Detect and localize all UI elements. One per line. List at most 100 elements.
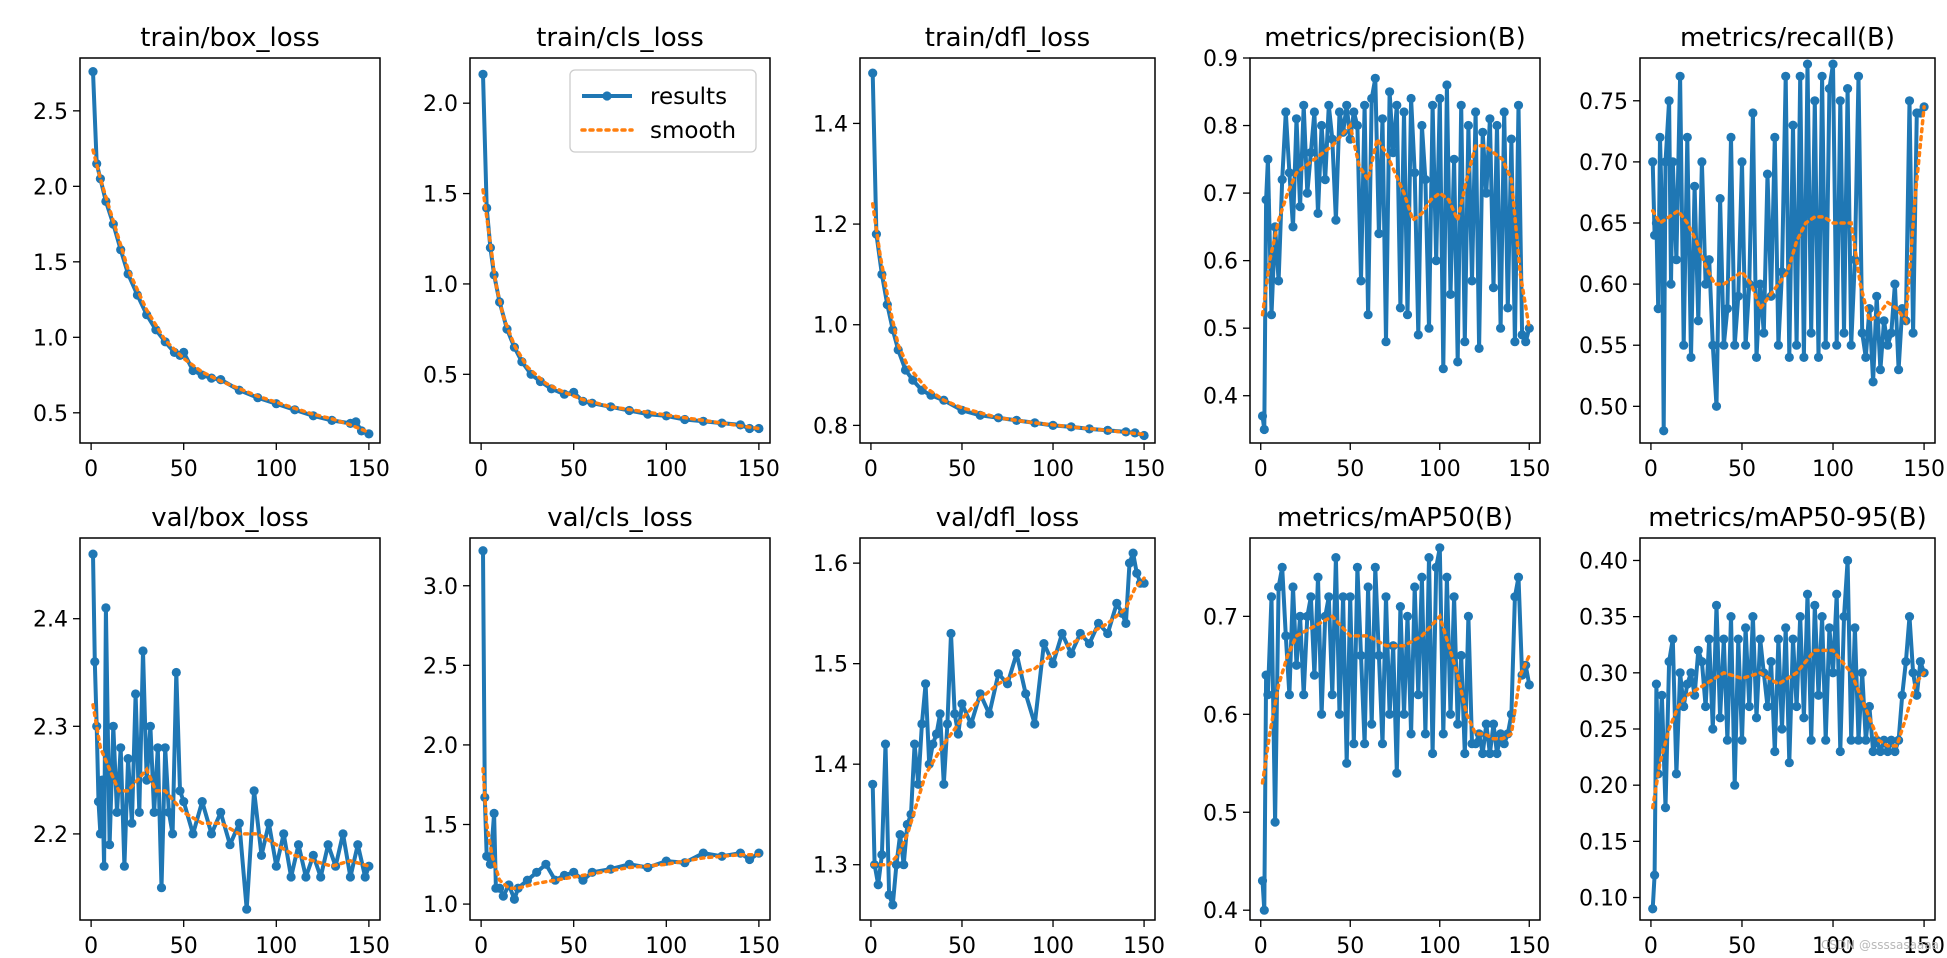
results-point xyxy=(1395,602,1405,612)
results-point xyxy=(1792,340,1802,350)
results-point xyxy=(90,657,100,667)
y-tick-label: 0.15 xyxy=(1579,830,1628,855)
results-point xyxy=(1690,181,1700,191)
results-point xyxy=(1755,279,1765,289)
results-point xyxy=(1664,657,1674,667)
y-tick-label: 2.0 xyxy=(423,92,458,117)
y-tick-label: 0.8 xyxy=(813,414,848,439)
axes-frame xyxy=(79,537,381,921)
results-point xyxy=(1832,340,1842,350)
results-point xyxy=(1399,709,1409,719)
results-line xyxy=(481,550,761,902)
results-point xyxy=(1084,639,1094,649)
y-tick-label: 0.70 xyxy=(1579,151,1628,176)
results-point xyxy=(1478,748,1488,759)
results-point xyxy=(1886,735,1896,745)
results-point xyxy=(1857,668,1867,678)
results-point xyxy=(1317,709,1327,719)
results-point xyxy=(1420,175,1430,185)
results-point xyxy=(1467,276,1477,286)
results-point xyxy=(264,818,274,828)
results-point xyxy=(1499,107,1509,117)
y-tick-label: 1.2 xyxy=(813,213,848,238)
results-point xyxy=(1377,114,1388,124)
results-point xyxy=(1381,337,1391,347)
plot-area xyxy=(478,69,764,434)
results-point xyxy=(1139,578,1149,588)
results-point xyxy=(1802,59,1813,69)
results-point xyxy=(1338,592,1348,602)
results-point xyxy=(1524,680,1534,690)
x-tick-label: 50 xyxy=(1728,457,1756,482)
results-point xyxy=(1274,582,1284,592)
x-tick-label: 50 xyxy=(560,457,588,482)
results-point xyxy=(138,646,148,656)
results-point xyxy=(1682,132,1692,142)
results-point xyxy=(353,840,363,850)
y-tick-label: 0.75 xyxy=(1579,90,1628,115)
results-point xyxy=(1784,352,1794,362)
y-tick-label: 0.8 xyxy=(1203,115,1238,140)
results-point xyxy=(1651,679,1661,689)
x-tick-label: 150 xyxy=(1123,934,1165,958)
x-tick-label: 100 xyxy=(255,457,297,482)
results-point xyxy=(1431,562,1441,573)
results-point xyxy=(1890,746,1900,757)
results-point xyxy=(1770,132,1780,142)
results-point xyxy=(1342,758,1352,768)
results-point xyxy=(1259,905,1269,915)
results-point xyxy=(1121,618,1131,629)
plot-area xyxy=(1648,555,1929,914)
results-point xyxy=(95,829,105,839)
y-tick-label: 1.5 xyxy=(813,653,848,678)
results-point xyxy=(1132,568,1142,578)
results-point xyxy=(1399,107,1409,117)
results-point xyxy=(1506,134,1516,144)
results-point xyxy=(1817,71,1827,81)
y-tick-label: 2.0 xyxy=(423,734,458,759)
results-point xyxy=(1799,713,1809,723)
results-point xyxy=(1733,634,1743,644)
results-point xyxy=(1453,357,1463,367)
results-point xyxy=(1449,154,1459,164)
results-point xyxy=(1288,582,1298,592)
results-point xyxy=(1345,592,1355,602)
results-point xyxy=(1835,96,1845,106)
results-point xyxy=(1302,611,1312,622)
results-point xyxy=(1356,650,1366,661)
results-point xyxy=(164,807,174,818)
results-point xyxy=(910,739,920,749)
results-point xyxy=(1471,107,1481,117)
subplot-metrics-map50-b-: metrics/mAP50(B) 0 50 100 150 0.4 0.5 0.6 0.7 xyxy=(1203,503,1550,958)
y-tick-label: 1.4 xyxy=(813,112,848,137)
results-point xyxy=(1395,303,1405,313)
results-point xyxy=(1850,623,1860,633)
results-point xyxy=(1363,582,1373,592)
results-point xyxy=(1313,572,1323,582)
results-point xyxy=(1360,739,1370,749)
x-tick-label: 100 xyxy=(255,934,297,958)
results-point xyxy=(1431,256,1441,266)
results-point xyxy=(1817,612,1827,622)
results-point xyxy=(698,848,708,858)
results-point xyxy=(1485,114,1495,124)
results-point xyxy=(123,754,133,764)
results-point xyxy=(1722,304,1732,314)
subplot-title: metrics/precision(B) xyxy=(1264,23,1525,53)
results-point xyxy=(1066,649,1076,659)
results-point xyxy=(1410,582,1420,592)
results-point xyxy=(1513,100,1524,110)
results-point xyxy=(1715,194,1725,204)
results-point xyxy=(1496,323,1506,333)
y-tick-label: 2.3 xyxy=(33,715,68,740)
results-point xyxy=(884,890,894,900)
results-point xyxy=(1057,628,1067,639)
results-point xyxy=(1711,600,1722,611)
results-point xyxy=(171,667,181,678)
results-point xyxy=(1759,328,1769,338)
results-point xyxy=(1770,746,1780,757)
results-point xyxy=(1853,735,1864,745)
x-tick-label: 100 xyxy=(1419,457,1461,482)
results-point xyxy=(1284,690,1294,700)
